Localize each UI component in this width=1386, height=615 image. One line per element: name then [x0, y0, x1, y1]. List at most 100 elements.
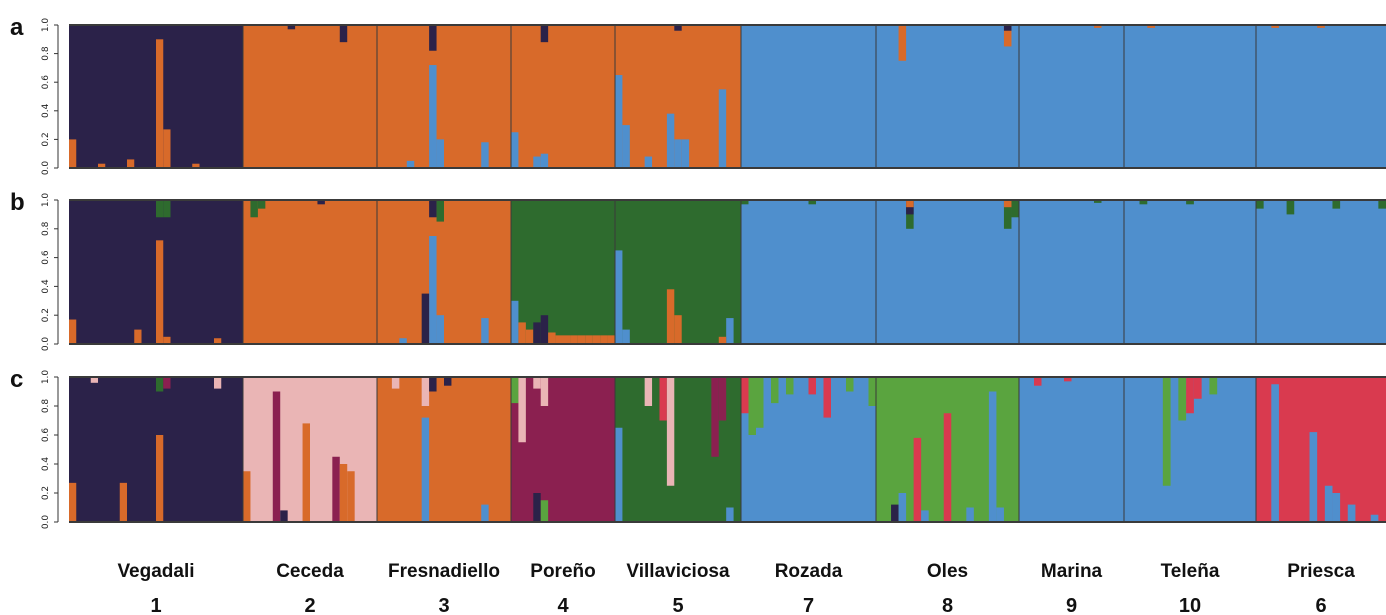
individual-bar-segment [966, 507, 974, 522]
population-block [1019, 377, 1124, 522]
population-block [511, 377, 615, 522]
population-block [876, 377, 1019, 522]
individual-bar-segment [771, 377, 779, 404]
population-block [615, 377, 741, 522]
individual-bar-segment [666, 377, 675, 486]
population-base-fill [511, 200, 615, 344]
population-block [1124, 25, 1256, 168]
population-block [615, 200, 741, 344]
population-base-fill [1256, 200, 1386, 344]
individual-bar-segment [823, 377, 831, 418]
individual-bar-segment [511, 132, 519, 168]
individual-bar-segment [280, 510, 288, 522]
population-number: 7 [803, 595, 814, 615]
individual-bar-segment [1271, 25, 1279, 28]
individual-bar-segment [421, 377, 430, 406]
population-base-fill [1019, 25, 1124, 168]
individual-bar-segment [156, 200, 164, 218]
individual-bar-segment [1193, 377, 1202, 399]
population-block [615, 25, 741, 168]
individual-bar-segment [622, 125, 630, 168]
individual-bar-segment [287, 25, 296, 30]
individual-bar-segment [134, 329, 142, 344]
individual-bar-segment [163, 336, 171, 344]
individual-bar-segment [302, 423, 310, 522]
y-tick-label: 1.0 [41, 18, 51, 33]
y-tick-label: 0.4 [41, 279, 51, 294]
individual-bar-segment [1094, 25, 1102, 28]
individual-bar-segment [272, 391, 281, 522]
individual-bar-segment [996, 507, 1004, 522]
individual-bar-segment [533, 156, 541, 168]
population-block [243, 377, 377, 522]
population-base-fill [243, 200, 377, 344]
y-tick-label: 0.6 [41, 75, 51, 90]
y-tick-label: 0.4 [41, 103, 51, 118]
population-block [741, 200, 876, 344]
individual-bar-segment [250, 200, 258, 218]
population-base-fill [511, 25, 615, 168]
y-tick-label: 0.0 [41, 337, 51, 352]
individual-bar-segment [674, 315, 682, 344]
individual-bar-segment [1162, 377, 1171, 486]
individual-bar-segment [607, 335, 615, 344]
individual-bar-segment [119, 482, 127, 522]
population-block [1019, 200, 1124, 344]
individual-bar-segment [429, 25, 437, 51]
population-block [876, 200, 1019, 344]
y-tick-label: 0.6 [41, 428, 51, 443]
population-block [1124, 377, 1256, 522]
y-tick-label: 0.8 [41, 399, 51, 414]
y-tick-label: 0.8 [41, 221, 51, 236]
population-block [377, 200, 511, 344]
individual-bar-segment [615, 250, 623, 344]
y-tick-label: 0.6 [41, 250, 51, 265]
individual-bar-segment [163, 377, 171, 389]
individual-bar-segment [741, 200, 749, 205]
y-tick-label: 0.8 [41, 46, 51, 61]
individual-bar-segment [518, 322, 526, 344]
individual-bar-segment [406, 160, 415, 168]
individual-bar-segment [1178, 377, 1187, 421]
individual-bar-segment [540, 25, 549, 43]
individual-bar-segment [711, 377, 719, 457]
population-block [1256, 200, 1386, 344]
population-name: Oles [927, 561, 968, 582]
panel-letter-a: a [10, 14, 24, 41]
individual-bar-segment [257, 200, 266, 209]
individual-bar-segment [339, 25, 348, 43]
individual-bar-segment [540, 500, 549, 522]
individual-bar-segment [674, 25, 682, 31]
individual-bar-segment [421, 293, 430, 344]
population-block [69, 25, 243, 168]
individual-bar-segment [69, 482, 77, 522]
population-number: 9 [1066, 595, 1077, 615]
population-number: 5 [672, 595, 683, 615]
individual-bar-segment [891, 504, 899, 522]
individual-bar-segment [1256, 200, 1264, 209]
population-base-fill [377, 377, 511, 522]
individual-bar-segment [243, 471, 251, 522]
individual-bar-segment [585, 335, 593, 344]
individual-bar-segment [615, 75, 623, 168]
individual-bar-segment [214, 377, 222, 389]
individual-bar-segment [898, 493, 907, 522]
individual-bar-segment [163, 129, 171, 168]
individual-bar-segment [1094, 200, 1102, 203]
individual-bar-segment [156, 435, 164, 522]
individual-bar-segment [666, 289, 675, 344]
population-base-fill [1256, 25, 1386, 168]
population-name: Ceceda [276, 561, 344, 582]
individual-bar-segment [436, 315, 444, 344]
population-base-fill [243, 25, 377, 168]
individual-bar-segment [533, 493, 541, 522]
individual-bar-segment [533, 322, 541, 344]
individual-bar-segment [481, 504, 489, 522]
population-name: Fresnadiello [388, 561, 500, 582]
individual-bar-segment [332, 456, 340, 522]
individual-bar-segment [913, 437, 922, 522]
population-base-fill [876, 200, 1019, 344]
individual-bar-segment [525, 329, 534, 344]
individual-bar-segment [1332, 200, 1341, 209]
population-base-fill [876, 25, 1019, 168]
